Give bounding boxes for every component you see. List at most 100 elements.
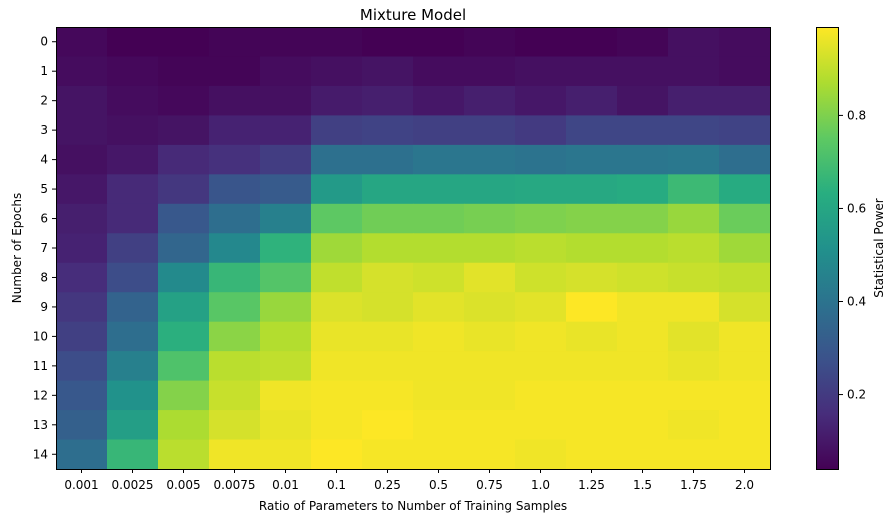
y-tick-label: 11: [33, 359, 48, 373]
heatmap-cell: [515, 56, 567, 87]
heatmap-cell: [566, 292, 618, 323]
heatmap-cell: [719, 380, 771, 411]
heatmap-cell: [56, 174, 108, 205]
heatmap-cell: [566, 56, 618, 87]
heatmap-cell: [107, 410, 159, 441]
heatmap-cell: [107, 233, 159, 264]
heatmap-cell: [617, 85, 669, 116]
heatmap-cell: [209, 410, 261, 441]
y-tick-label: 10: [33, 329, 48, 343]
heatmap-cell: [260, 439, 312, 470]
x-tick-label: 1.5: [633, 478, 652, 492]
heatmap-cell: [515, 27, 567, 58]
x-tick-label: 0.0025: [112, 478, 154, 492]
heatmap-cell: [260, 321, 312, 352]
heatmap-cell: [107, 439, 159, 470]
heatmap-cell: [566, 27, 618, 58]
heatmap-cell: [413, 203, 465, 234]
heatmap-cell: [617, 56, 669, 87]
heatmap-cell: [158, 174, 210, 205]
heatmap-cell: [668, 380, 720, 411]
heatmap-cell: [566, 85, 618, 116]
x-tick-label: 0.005: [166, 478, 200, 492]
heatmap-cell: [209, 292, 261, 323]
heatmap-cell: [668, 439, 720, 470]
y-tick-label: 3: [40, 123, 48, 137]
heatmap-cell: [719, 115, 771, 146]
heatmap-cell: [464, 56, 516, 87]
heatmap-cell: [413, 85, 465, 116]
heatmap-cell: [617, 262, 669, 293]
heatmap-cell: [158, 56, 210, 87]
heatmap-cell: [668, 144, 720, 175]
heatmap-cell: [464, 321, 516, 352]
heatmap-cell: [617, 27, 669, 58]
heatmap-cell: [107, 203, 159, 234]
heatmap-cell: [413, 380, 465, 411]
heatmap-cell: [668, 351, 720, 382]
heatmap-cell: [719, 56, 771, 87]
heatmap-cell: [617, 292, 669, 323]
heatmap-cell: [719, 174, 771, 205]
heatmap-cell: [209, 56, 261, 87]
heatmap-cell: [362, 85, 414, 116]
heatmap-cell: [668, 56, 720, 87]
heatmap-cell: [209, 233, 261, 264]
heatmap-cell: [515, 174, 567, 205]
heatmap-cell: [668, 233, 720, 264]
heatmap-cell: [362, 144, 414, 175]
heatmap-cell: [515, 321, 567, 352]
heatmap-cell: [362, 56, 414, 87]
heatmap-cell: [617, 410, 669, 441]
heatmap-cell: [413, 321, 465, 352]
heatmap-cell: [107, 115, 159, 146]
heatmap-cell: [668, 410, 720, 441]
heatmap-cell: [311, 292, 363, 323]
y-tick-label: 1: [40, 64, 48, 78]
y-axis-label: Number of Epochs: [10, 193, 24, 303]
heatmap-cell: [209, 115, 261, 146]
heatmap-cell: [260, 292, 312, 323]
heatmap-cell: [209, 203, 261, 234]
heatmap-cell: [719, 144, 771, 175]
x-tick-label: 0.1: [327, 478, 346, 492]
x-tick-label: 0.001: [64, 478, 98, 492]
heatmap-cell: [668, 115, 720, 146]
heatmap-cell: [209, 262, 261, 293]
heatmap-cell: [362, 351, 414, 382]
heatmap-cell: [107, 351, 159, 382]
heatmap-cell: [566, 233, 618, 264]
heatmap-cell: [566, 144, 618, 175]
heatmap-cell: [158, 439, 210, 470]
heatmap-cell: [56, 292, 108, 323]
heatmap-cell: [107, 380, 159, 411]
heatmap-cell: [362, 321, 414, 352]
colorbar-label: Statistical Power: [872, 198, 886, 297]
heatmap-cell: [362, 174, 414, 205]
heatmap-cell: [56, 203, 108, 234]
heatmap-cell: [719, 292, 771, 323]
heatmap-cell: [668, 203, 720, 234]
y-tick-label: 0: [40, 35, 48, 49]
heatmap-cell: [158, 262, 210, 293]
heatmap-cell: [413, 27, 465, 58]
heatmap-cell: [515, 233, 567, 264]
chart-title: Mixture Model: [360, 6, 466, 24]
x-tick-label: 1.0: [531, 478, 550, 492]
heatmap-cell: [515, 439, 567, 470]
heatmap-cell: [56, 439, 108, 470]
x-tick-label: 0.75: [476, 478, 503, 492]
heatmap-cell: [617, 321, 669, 352]
heatmap-cell: [260, 410, 312, 441]
heatmap-cell: [260, 203, 312, 234]
heatmap-cell: [515, 380, 567, 411]
heatmap-cell: [413, 410, 465, 441]
y-tick-label: 4: [40, 153, 48, 167]
heatmap-cell: [515, 351, 567, 382]
heatmap-cell: [464, 203, 516, 234]
heatmap-cell: [515, 292, 567, 323]
heatmap-cell: [566, 410, 618, 441]
heatmap-cell: [209, 144, 261, 175]
heatmap-cell: [56, 85, 108, 116]
heatmap-cell: [413, 174, 465, 205]
